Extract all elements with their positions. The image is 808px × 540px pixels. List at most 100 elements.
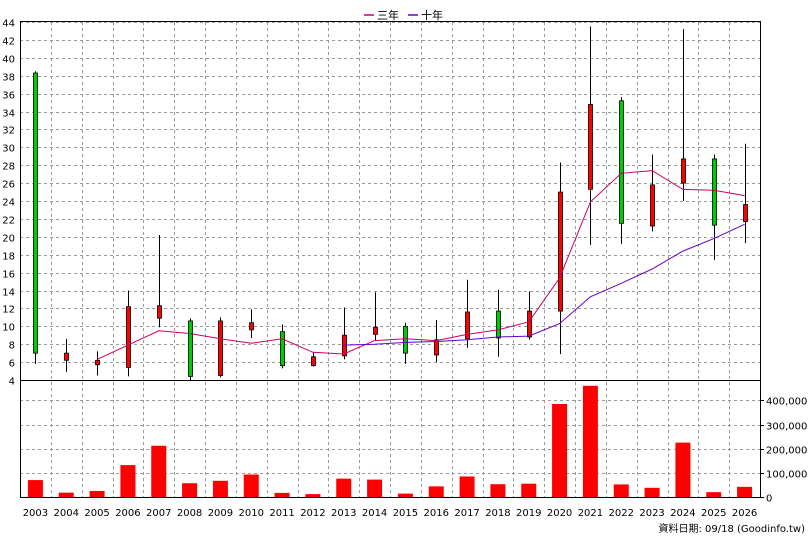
price-tick-label: 8 — [9, 341, 15, 352]
volume-bar-2019 — [521, 483, 537, 497]
candle-body-2014 — [373, 326, 378, 335]
candle-body-2008 — [188, 320, 193, 377]
candle-body-2003 — [33, 72, 38, 354]
volume-bar-2004 — [58, 492, 74, 497]
volume-bar-2008 — [182, 483, 198, 497]
legend-label-0: 三年 — [377, 8, 399, 22]
volume-tick-label: 400,000 — [766, 397, 807, 408]
x-tick-label: 2019 — [516, 508, 541, 519]
volume-bar-2021 — [582, 385, 598, 497]
x-tick-label: 2007 — [146, 508, 171, 519]
candle-body-2022 — [619, 100, 624, 224]
legend-label-1: 十年 — [421, 8, 443, 22]
volume-bar-2013 — [336, 478, 352, 497]
price-tick-label: 18 — [2, 252, 15, 263]
candle-body-2009 — [218, 320, 223, 376]
volume-bar-2005 — [89, 490, 105, 497]
ma-line-0 — [96, 170, 745, 360]
price-tick-label: 12 — [2, 305, 15, 316]
volume-bar-2012 — [305, 494, 321, 497]
candle-body-2015 — [403, 325, 408, 354]
plot-frame — [20, 21, 761, 498]
price-tick-label: 16 — [2, 270, 15, 281]
x-tick-label: 2005 — [84, 508, 109, 519]
volume-bar-2009 — [212, 480, 228, 497]
price-tick-label: 44 — [2, 19, 15, 30]
x-tick-label: 2010 — [239, 508, 264, 519]
x-tick-label: 2012 — [300, 508, 325, 519]
source-note: 資料日期: 09/18 (Goodinfo.tw) — [658, 522, 805, 535]
candle-body-2006 — [126, 306, 131, 368]
price-tick-label: 32 — [2, 126, 15, 137]
price-tick-label: 40 — [2, 55, 15, 66]
x-tick-label: 2026 — [732, 508, 757, 519]
volume-bar-2006 — [120, 465, 136, 497]
candle-body-2004 — [64, 352, 69, 361]
candle-body-2021 — [588, 103, 593, 190]
volume-bar-2025 — [706, 492, 722, 497]
volume-bar-2003 — [27, 480, 43, 497]
chart-legend: 三年 十年 — [364, 8, 443, 22]
candle-body-2016 — [434, 339, 439, 356]
volume-bar-2014 — [367, 479, 383, 497]
volume-tick-label: 200,000 — [766, 446, 807, 457]
x-tick-label: 2020 — [547, 508, 572, 519]
volume-tick-label: 300,000 — [766, 422, 807, 433]
candles-layer — [33, 26, 748, 381]
x-tick-label: 2021 — [578, 508, 603, 519]
volume-bar-2024 — [675, 442, 691, 497]
x-tick-label: 2024 — [670, 508, 695, 519]
volume-bar-2023 — [644, 487, 660, 497]
x-axis-labels: 2003 2004 2005 2006 2007 2008 2009 2010 2011 2012… — [23, 508, 758, 519]
price-tick-label: 34 — [2, 109, 15, 120]
volume-bar-2026 — [737, 486, 753, 497]
candle-body-2019 — [527, 310, 532, 338]
price-tick-label: 38 — [2, 73, 15, 84]
volume-bar-2007 — [151, 445, 167, 497]
price-tick-label: 36 — [2, 91, 15, 102]
candle-body-2007 — [157, 305, 162, 319]
volume-bar-2010 — [243, 474, 259, 497]
price-tick-label: 24 — [2, 198, 15, 209]
x-tick-label: 2015 — [393, 508, 418, 519]
price-grid: 4 6 8 10 12 14 16 18 20 22 24 26 28 30 32 34 36 38 40 42 44 — [2, 19, 760, 497]
x-tick-label: 2025 — [701, 508, 726, 519]
x-tick-label: 2003 — [23, 508, 48, 519]
price-tick-label: 26 — [2, 180, 15, 191]
candle-body-2012 — [311, 356, 316, 367]
price-tick-label: 6 — [9, 359, 15, 370]
moving-average-lines — [96, 170, 745, 360]
volume-bar-2016 — [428, 486, 444, 497]
ma-line-1 — [343, 223, 745, 346]
x-tick-label: 2004 — [54, 508, 79, 519]
candle-body-2017 — [465, 311, 470, 340]
price-tick-label: 28 — [2, 162, 15, 173]
price-tick-label: 4 — [9, 377, 15, 388]
candle-body-2018 — [496, 310, 501, 339]
price-tick-label: 10 — [2, 323, 15, 334]
x-tick-label: 2017 — [454, 508, 479, 519]
price-tick-label: 14 — [2, 288, 15, 299]
volume-tick-label: 100,000 — [766, 470, 807, 481]
candle-body-2026 — [743, 204, 748, 222]
volume-bar-2022 — [613, 484, 629, 497]
volume-bars — [27, 385, 753, 497]
candle-body-2025 — [712, 158, 717, 226]
x-tick-label: 2008 — [177, 508, 202, 519]
x-tick-label: 2023 — [639, 508, 664, 519]
price-tick-label: 20 — [2, 234, 15, 245]
candle-body-2011 — [280, 331, 285, 367]
candle-body-2020 — [558, 191, 563, 312]
x-tick-label: 2022 — [609, 508, 634, 519]
x-tick-label: 2018 — [485, 508, 510, 519]
candle-body-2023 — [650, 184, 655, 227]
price-tick-label: 42 — [2, 37, 15, 48]
volume-bar-2020 — [552, 403, 568, 497]
volume-bar-2015 — [397, 493, 413, 497]
x-tick-label: 2009 — [208, 508, 233, 519]
candle-body-2024 — [681, 158, 686, 184]
candle-body-2005 — [95, 359, 100, 366]
x-tick-label: 2006 — [115, 508, 140, 519]
volume-bar-2011 — [274, 492, 290, 497]
